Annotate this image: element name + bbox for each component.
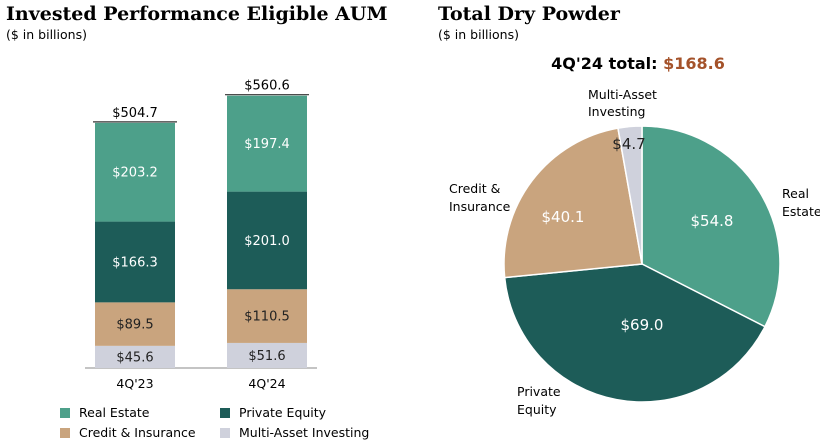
bar-total-label: $504.7 [112, 106, 158, 121]
legend-item-credit-insurance: Credit & Insurance [60, 425, 196, 440]
bar-value-label: $89.5 [116, 318, 153, 333]
bar-segment-credit-insurance-0 [95, 302, 175, 346]
bar-segment-real-estate-1 [227, 95, 307, 192]
bar-segment-multi-asset-investing-1 [227, 342, 307, 368]
legend-label: Credit & Insurance [79, 425, 196, 440]
dry-powder-total-label: 4Q'24 total: [551, 54, 658, 73]
dry-powder-subtitle: ($ in billions) [438, 27, 519, 42]
bar-segment-credit-insurance-1 [227, 289, 307, 343]
pie-chart: $54.8 Real Estate $69.0 Private Equity $40.1 Cr… [449, 87, 820, 417]
dry-powder-total-value: $168.6 [663, 54, 725, 73]
pie-value-label: $40.1 [542, 208, 585, 226]
stacked-bar-chart: $45.6 $89.5 $166.3 $203.2 $504.7 4Q'23 $51.6 $1… [85, 79, 317, 391]
pie-slice-private-equity [503, 263, 766, 403]
aum-chart-subtitle: ($ in billions) [6, 27, 87, 42]
bar-value-label: $197.4 [244, 137, 290, 152]
pie-value-label: $4.7 [612, 135, 645, 153]
pie-category-label: Credit & [449, 181, 501, 196]
bar-segment-private-equity-0 [95, 221, 175, 303]
pie-slice-credit-insurance [503, 127, 643, 279]
legend-swatch-multi-asset [220, 427, 230, 438]
bar-value-label: $51.6 [248, 349, 285, 364]
dry-powder-total: 4Q'24 total: $168.6 [528, 54, 748, 73]
pie-category-label: Equity [517, 402, 557, 417]
bar-total-label: $560.6 [244, 79, 290, 94]
pie-category-label: Private [517, 384, 561, 399]
bar-value-label: $45.6 [116, 350, 153, 365]
bar-segment-multi-asset-investing-0 [95, 345, 175, 368]
bar-value-label: $110.5 [244, 310, 290, 325]
pie-value-label: $69.0 [621, 316, 664, 334]
bar-segment-private-equity-1 [227, 191, 307, 290]
pie-category-label: Investing [588, 104, 645, 119]
x-tick-label: 4Q'24 [248, 376, 285, 391]
bar-value-label: $201.0 [244, 234, 290, 249]
legend-swatch-private-equity [220, 407, 230, 418]
pie-category-label: Estate [782, 204, 820, 219]
bar-segment-real-estate-0 [95, 122, 175, 222]
legend-swatch-real-estate [60, 407, 70, 418]
legend-label: Private Equity [239, 405, 327, 420]
pie-slice-real-estate [641, 125, 781, 328]
legend-swatch-credit-insurance [60, 427, 70, 438]
legend-label: Real Estate [79, 405, 150, 420]
legend-label: Multi-Asset Investing [239, 425, 370, 440]
legend-item-real-estate: Real Estate [60, 405, 149, 420]
bar-value-label: $166.3 [112, 255, 158, 270]
pie-slice-multi-asset-investing [617, 125, 643, 265]
legend-item-multi-asset: Multi-Asset Investing [220, 425, 369, 440]
pie-category-label: Multi-Asset [588, 87, 657, 102]
legend-item-private-equity: Private Equity [220, 405, 326, 420]
aum-chart-title: Invested Performance Eligible AUM [6, 3, 388, 25]
bar-value-label: $203.2 [112, 166, 158, 181]
pie-category-label: Real [782, 186, 809, 201]
pie-category-label: Insurance [449, 199, 511, 214]
dry-powder-title: Total Dry Powder [438, 3, 620, 25]
x-tick-label: 4Q'23 [116, 376, 153, 391]
pie-value-label: $54.8 [691, 212, 734, 230]
